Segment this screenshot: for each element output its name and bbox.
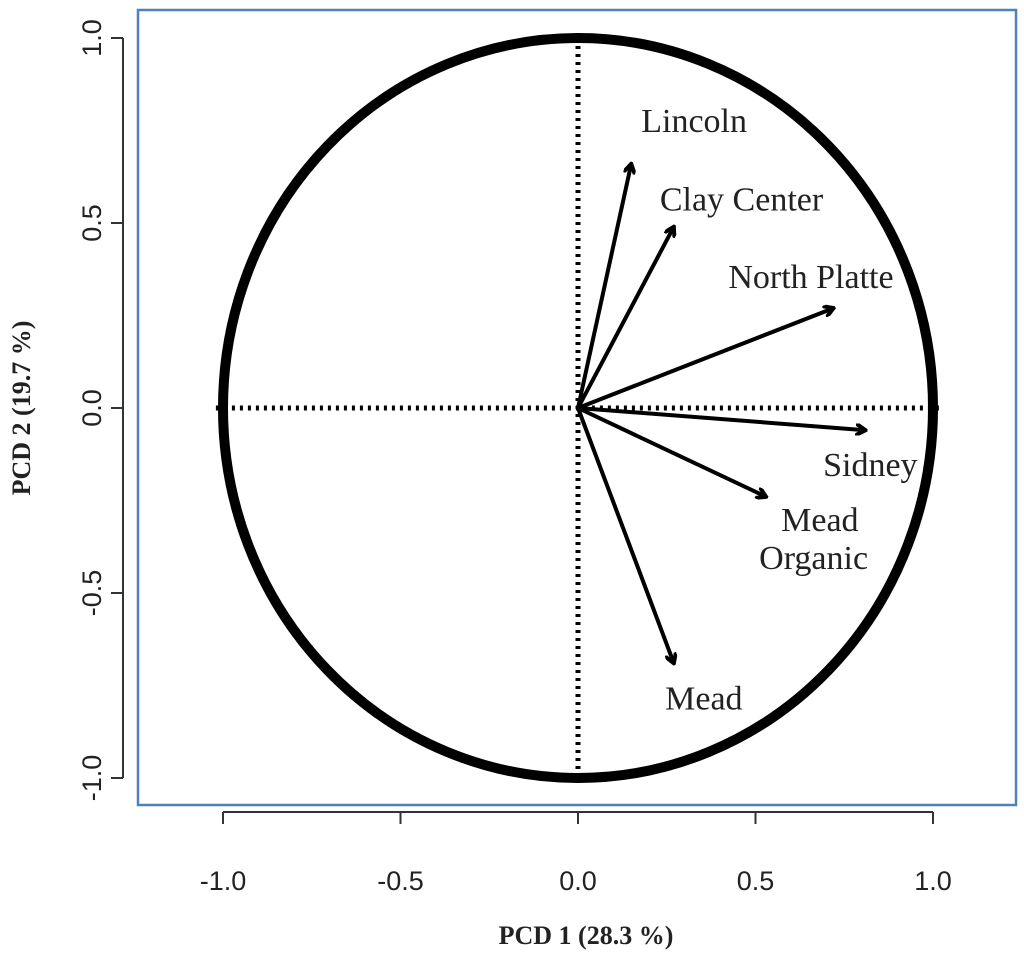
vector-arrow bbox=[577, 406, 866, 430]
loading-vectors: Lincoln Clay Center North Platte Sidney Mead… bbox=[576, 103, 918, 717]
vector-label: North Platte bbox=[728, 259, 893, 296]
vector-label: Mead bbox=[665, 680, 742, 717]
y-tick-label: 0.0 bbox=[77, 389, 107, 427]
vector-arrow bbox=[576, 227, 674, 409]
x-axis-title: PCD 1 (28.3 %) bbox=[499, 921, 674, 950]
plot-frame bbox=[136, 8, 1018, 807]
vector-label: Sidney bbox=[823, 447, 917, 484]
y-axis-title: PCD 2 (19.7 %) bbox=[7, 321, 36, 496]
vector-arrow bbox=[577, 308, 834, 410]
x-tick-label: 0.0 bbox=[559, 866, 597, 896]
vector-label: Lincoln bbox=[641, 103, 747, 140]
vector-label: Clay Center bbox=[660, 182, 824, 219]
x-tick-label: 0.5 bbox=[737, 866, 775, 896]
vector-label: Mead Organic bbox=[759, 502, 868, 577]
vector-arrow bbox=[577, 406, 766, 497]
x-axis: -1.0 -0.5 0.0 0.5 1.0 bbox=[200, 811, 952, 896]
y-axis: -1.0 -0.5 0.0 0.5 1.0 bbox=[77, 19, 124, 802]
y-tick-label: -0.5 bbox=[77, 570, 107, 617]
unit-circle bbox=[218, 33, 938, 783]
x-tick-label: -0.5 bbox=[377, 866, 424, 896]
y-tick-label: -1.0 bbox=[77, 755, 107, 802]
y-tick-label: 1.0 bbox=[77, 19, 107, 57]
x-tick-label: -1.0 bbox=[200, 866, 247, 896]
vector-arrow bbox=[576, 164, 631, 409]
y-tick-label: 0.5 bbox=[77, 204, 107, 242]
vector-arrow bbox=[576, 407, 674, 663]
x-tick-label: 1.0 bbox=[914, 866, 952, 896]
